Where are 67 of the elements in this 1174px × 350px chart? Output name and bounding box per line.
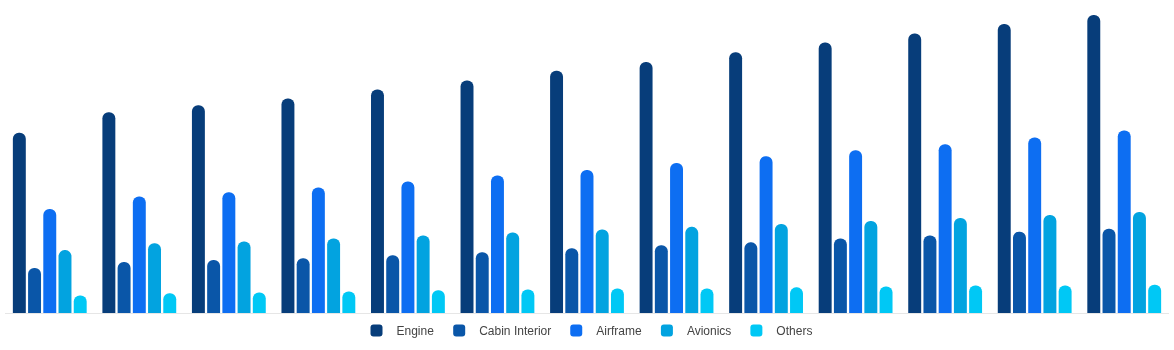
bar — [1043, 214, 1057, 313]
bar — [580, 169, 594, 313]
bar — [1132, 211, 1146, 313]
bar — [281, 98, 295, 313]
legend-label: Avionics — [686, 324, 732, 339]
bar — [565, 248, 579, 313]
bar — [818, 42, 832, 313]
legend-label: Others — [776, 324, 813, 339]
bar — [879, 286, 893, 313]
bar — [296, 258, 310, 313]
bar — [790, 287, 803, 313]
bar — [102, 112, 116, 313]
bar — [58, 250, 72, 313]
bar — [342, 291, 356, 313]
bar — [148, 243, 161, 313]
bar — [401, 181, 415, 313]
bar — [849, 150, 863, 313]
bar — [506, 232, 520, 313]
bar — [237, 241, 251, 313]
legend-label: Engine — [396, 324, 435, 339]
bar — [670, 163, 684, 313]
bar — [222, 192, 236, 313]
bar — [43, 208, 57, 313]
bar — [833, 238, 847, 313]
bar — [938, 144, 952, 313]
bar — [28, 268, 42, 313]
bar — [327, 238, 341, 313]
bar — [1058, 285, 1072, 313]
bar — [595, 229, 609, 313]
bar — [550, 70, 564, 313]
bar — [371, 89, 384, 313]
bar — [774, 223, 788, 313]
bar — [117, 262, 131, 313]
bar — [1148, 284, 1162, 313]
bar — [908, 33, 922, 313]
bar — [1087, 14, 1101, 313]
bar — [12, 132, 26, 313]
bar — [490, 175, 504, 313]
legend-label: Airframe — [596, 324, 642, 339]
bar — [191, 105, 205, 313]
bar — [923, 235, 937, 313]
bar — [1117, 130, 1131, 313]
bar — [431, 290, 445, 313]
bar — [460, 80, 474, 313]
bar — [1013, 231, 1026, 313]
bar — [610, 288, 624, 313]
bar — [953, 217, 967, 313]
bar — [311, 187, 325, 313]
bar — [639, 62, 653, 313]
bar — [132, 196, 146, 313]
bar — [207, 259, 221, 313]
bar — [685, 226, 699, 313]
legend-label: Cabin Interior — [479, 324, 552, 339]
bar — [654, 245, 668, 313]
bar — [1102, 228, 1116, 313]
bar — [521, 289, 535, 313]
bar — [864, 220, 878, 313]
bar — [386, 255, 400, 313]
bar — [700, 288, 714, 313]
bar — [969, 285, 983, 313]
bar — [744, 242, 758, 313]
bar — [729, 52, 743, 313]
bar — [997, 23, 1011, 313]
bar — [416, 235, 430, 313]
bar — [759, 156, 773, 313]
bar — [475, 252, 489, 313]
bar — [1028, 137, 1042, 313]
